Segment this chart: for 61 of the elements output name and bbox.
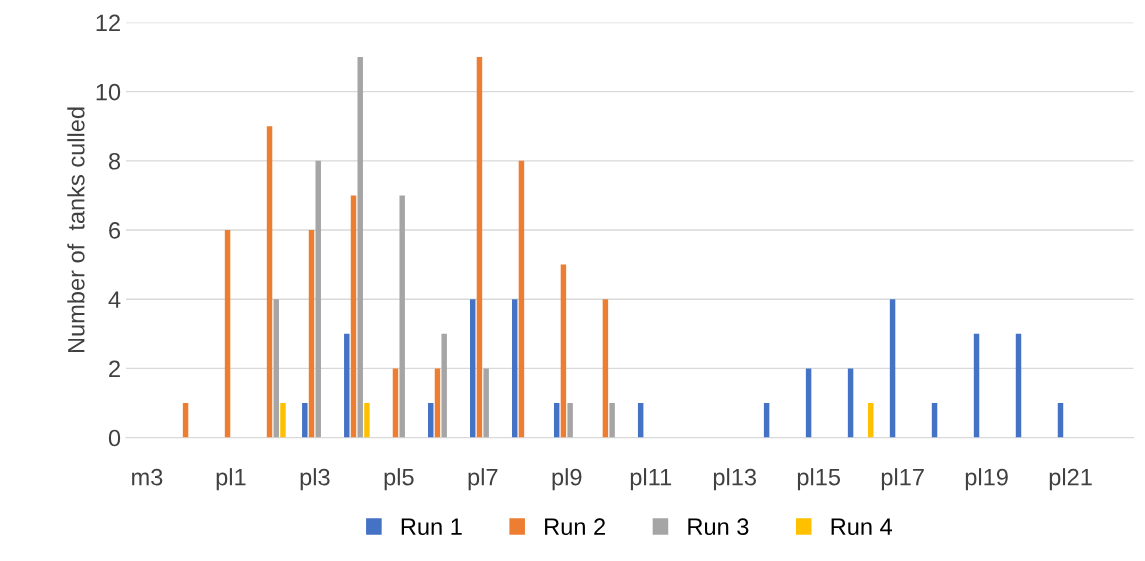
bar bbox=[476, 57, 483, 438]
y-tick-label: 4 bbox=[108, 291, 121, 308]
y-tick-label: 2 bbox=[109, 360, 120, 377]
bar bbox=[483, 368, 489, 438]
bar bbox=[280, 402, 286, 438]
x-tick-label: pl19 bbox=[965, 468, 1008, 491]
bar bbox=[1057, 402, 1064, 438]
bar bbox=[805, 368, 812, 438]
bar bbox=[637, 402, 644, 438]
bar bbox=[302, 402, 308, 438]
bar bbox=[511, 299, 518, 438]
bar bbox=[931, 402, 938, 438]
bar bbox=[434, 368, 441, 438]
bar bbox=[428, 402, 434, 438]
bar bbox=[308, 230, 315, 438]
x-tick-label: pl9 bbox=[552, 468, 582, 491]
x-tick-label: pl7 bbox=[468, 468, 498, 491]
x-tick-label: pl5 bbox=[384, 468, 414, 491]
y-axis-title: Number of tanks culled bbox=[67, 107, 85, 353]
bar bbox=[399, 195, 405, 438]
bar bbox=[973, 333, 980, 438]
bar bbox=[357, 57, 363, 438]
legend-label: Run 2 bbox=[545, 518, 605, 536]
bar bbox=[182, 402, 189, 438]
bar bbox=[344, 333, 350, 438]
bar bbox=[470, 299, 476, 438]
bar bbox=[364, 402, 370, 438]
bar bbox=[518, 160, 525, 438]
bar bbox=[868, 402, 874, 438]
bar bbox=[1015, 333, 1022, 438]
x-tick-label: pl1 bbox=[216, 468, 246, 491]
bar bbox=[889, 299, 896, 438]
bar bbox=[602, 299, 609, 438]
bar bbox=[560, 264, 567, 438]
y-tick-label: 0 bbox=[108, 429, 121, 447]
legend-label: Run 1 bbox=[401, 518, 462, 536]
x-tick-label: pl3 bbox=[300, 468, 330, 491]
bar bbox=[609, 402, 615, 438]
y-tick-label: 6 bbox=[109, 222, 121, 239]
y-tick-label: 12 bbox=[96, 14, 120, 31]
bar bbox=[441, 333, 447, 438]
bar bbox=[224, 230, 231, 438]
bar bbox=[350, 195, 357, 438]
legend-label: Run 3 bbox=[688, 518, 749, 536]
bar bbox=[273, 299, 279, 438]
x-tick-label: pl13 bbox=[713, 468, 756, 491]
bar bbox=[763, 402, 770, 438]
x-tick-label: pl17 bbox=[881, 468, 924, 491]
x-tick-label: m3 bbox=[132, 468, 163, 486]
y-tick-label: 10 bbox=[96, 83, 121, 101]
bar bbox=[553, 402, 560, 438]
x-tick-label: pl21 bbox=[1049, 468, 1092, 491]
bar bbox=[266, 126, 273, 438]
bar bbox=[847, 368, 854, 438]
x-tick-label: pl15 bbox=[797, 468, 841, 491]
legend-label: Run 4 bbox=[831, 518, 893, 536]
y-tick-label: 8 bbox=[108, 152, 121, 170]
bar bbox=[315, 160, 321, 438]
bar bbox=[567, 402, 573, 438]
x-tick-label: pl11 bbox=[630, 468, 672, 491]
bar bbox=[392, 368, 399, 438]
